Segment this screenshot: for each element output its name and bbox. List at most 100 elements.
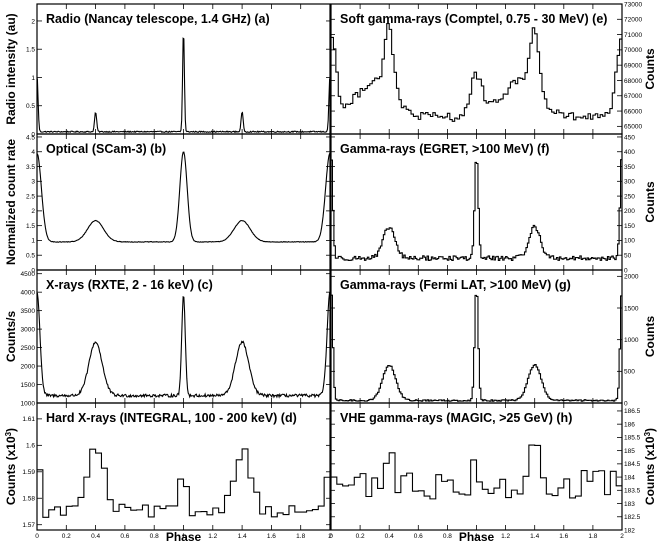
ytick-label-h-3: 183.5 xyxy=(624,488,641,495)
xtick-label-d-3: 0.6 xyxy=(120,533,129,540)
ytick-label-c-6: 4000 xyxy=(21,289,36,296)
ylabel-text-c: Counts/s xyxy=(4,311,18,363)
ylabel-text-d: Counts (x10 xyxy=(4,436,18,505)
ytick-label-b-0: 0 xyxy=(31,267,35,274)
ytick-label-c-1: 1500 xyxy=(21,382,36,389)
ytick-label-e-0: 65000 xyxy=(624,124,642,131)
xtick-label-d-7: 1.4 xyxy=(238,533,247,540)
ytick-label-d-2: 1.59 xyxy=(22,469,35,476)
ytick-label-b-9: 4.5 xyxy=(26,134,35,141)
ytick-label-c-4: 3000 xyxy=(21,326,36,333)
ytick-label-h-4: 184 xyxy=(624,474,635,481)
ylabel-d: Counts (x103) xyxy=(4,428,18,505)
ytick-label-a-1: 0.5 xyxy=(26,103,35,110)
ylabel-tail-h: ) xyxy=(643,428,657,432)
xtick-label-h-0: 0 xyxy=(329,533,333,540)
xtick-label-h-2: 0.4 xyxy=(385,533,394,540)
ytick-label-e-5: 70000 xyxy=(624,47,642,54)
ytick-label-f-0: 0 xyxy=(624,267,628,274)
ytick-label-h-6: 185 xyxy=(624,448,635,455)
ytick-label-f-2: 100 xyxy=(624,238,635,245)
ytick-label-d-1: 1.58 xyxy=(22,496,35,503)
ytick-label-b-3: 1.5 xyxy=(26,223,35,230)
ytick-label-e-1: 66000 xyxy=(624,108,642,115)
ylabel-sup-h: 3 xyxy=(643,431,652,436)
ylabel-text-a: Radio intensity (au) xyxy=(4,13,18,124)
panel-title-g: Gamma-rays (Fermi LAT, >100 MeV) (g) xyxy=(340,278,571,292)
ytick-label-d-3: 1.6 xyxy=(26,443,35,450)
ytick-label-f-3: 150 xyxy=(624,223,635,230)
ytick-label-e-7: 72000 xyxy=(624,17,642,24)
ytick-label-c-7: 4500 xyxy=(21,271,36,278)
ylabel-tail-d: ) xyxy=(4,428,18,432)
ytick-label-b-1: 0.5 xyxy=(26,253,35,260)
ytick-label-e-4: 69000 xyxy=(624,62,642,69)
ytick-label-c-3: 2500 xyxy=(21,345,36,352)
ytick-label-b-6: 3 xyxy=(31,179,35,186)
panel-title-d: Hard X-rays (INTEGRAL, 100 - 200 keV) (d… xyxy=(46,411,297,425)
xtick-label-d-0: 0 xyxy=(35,533,39,540)
ytick-label-f-5: 250 xyxy=(624,193,635,200)
xtick-label-h-1: 0.2 xyxy=(356,533,365,540)
ytick-label-h-8: 186 xyxy=(624,421,635,428)
panel-title-b: Optical (SCam-3) (b) xyxy=(46,142,166,156)
ytick-label-h-9: 186.5 xyxy=(624,408,641,415)
xtick-label-h-3: 0.6 xyxy=(414,533,423,540)
ytick-label-d-4: 1.61 xyxy=(22,416,35,423)
ylabel-text-h: Counts (x10 xyxy=(643,436,657,505)
ytick-label-c-0: 1000 xyxy=(21,400,36,407)
trace-d xyxy=(37,448,330,518)
ytick-label-a-3: 1.5 xyxy=(26,47,35,54)
ytick-label-f-6: 300 xyxy=(624,179,635,186)
xlabel-d: Phase xyxy=(166,530,202,544)
xtick-label-d-8: 1.6 xyxy=(267,533,276,540)
panel-title-a: Radio (Nancay telescope, 1.4 GHz) (a) xyxy=(46,12,270,26)
panel-title-h: VHE gamma-rays (MAGIC, >25 GeV) (h) xyxy=(340,411,572,425)
ylabel-b: Normalized count rate xyxy=(4,139,18,265)
ytick-label-e-6: 71000 xyxy=(624,32,642,39)
panel-c: 1000 1500 2000 2500 3000 3500 4000 4500 X-rays (… xyxy=(4,269,331,407)
ytick-label-g-4: 2000 xyxy=(624,274,639,281)
xtick-label-h-10: 2 xyxy=(620,533,624,540)
xtick-label-d-1: 0.2 xyxy=(62,533,71,540)
ytick-label-g-3: 1500 xyxy=(624,305,639,312)
ylabel-text-f: Counts xyxy=(643,181,657,223)
xtick-label-d-6: 1.2 xyxy=(208,533,217,540)
ytick-label-b-7: 3.5 xyxy=(26,164,35,171)
ytick-label-a-0: 0 xyxy=(31,131,35,138)
panel-g: 0 500 1000 1500 2000 Gamma-rays (Fermi LAT, >… xyxy=(330,269,657,407)
panel-h: 0 0.2 0.4 0.6 0.8 1 1.2 1.4 1.6 1.8 2182182.518318… xyxy=(329,402,657,544)
ylabel-e: Counts xyxy=(643,48,657,90)
xtick-label-h-9: 1.8 xyxy=(588,533,597,540)
panel-title-c: X-rays (RXTE, 2 - 16 keV) (c) xyxy=(46,278,213,292)
ytick-label-e-2: 67000 xyxy=(624,93,642,100)
ytick-label-f-7: 350 xyxy=(624,164,635,171)
xtick-label-h-8: 1.6 xyxy=(559,533,568,540)
trace-b xyxy=(36,151,331,243)
panel-title-e: Soft gamma-rays (Comptel, 0.75 - 30 MeV)… xyxy=(340,12,607,26)
panel-b: 0 0.5 1 1.5 2 2.5 3 3.5 4 4.5 Optical (SCam-3) (b)… xyxy=(4,133,331,274)
trace-e xyxy=(331,23,622,122)
ytick-label-b-4: 2 xyxy=(31,208,35,215)
ytick-label-f-8: 400 xyxy=(624,149,635,156)
ytick-label-g-1: 500 xyxy=(624,369,635,376)
ytick-label-g-2: 1000 xyxy=(624,337,639,344)
xtick-label-h-4: 0.8 xyxy=(443,533,452,540)
ytick-label-h-0: 182 xyxy=(624,527,635,534)
ytick-label-e-8: 73000 xyxy=(624,1,642,8)
xtick-label-d-10: 2 xyxy=(328,533,332,540)
xtick-label-d-5: 1 xyxy=(182,533,186,540)
trace-a xyxy=(36,37,331,134)
ylabel-text-e: Counts xyxy=(643,48,657,90)
ytick-label-e-3: 68000 xyxy=(624,78,642,85)
xtick-label-d-9: 1.8 xyxy=(296,533,305,540)
xtick-label-d-4: 0.8 xyxy=(150,533,159,540)
ytick-label-a-4: 2 xyxy=(31,18,35,25)
panel-d: 0 0.2 0.4 0.6 0.8 1 1.2 1.4 1.6 1.8 2 1.57 1.58 1.59 1… xyxy=(4,402,332,544)
ytick-label-f-1: 50 xyxy=(624,253,632,260)
ylabel-c: Counts/s xyxy=(4,311,18,363)
ytick-label-b-5: 2.5 xyxy=(26,193,35,200)
panel-a: 0 0.5 1 1.5 2 Radio (Nancay telescope, 1.4 GH… xyxy=(4,3,331,138)
ytick-label-b-8: 4 xyxy=(31,149,35,156)
